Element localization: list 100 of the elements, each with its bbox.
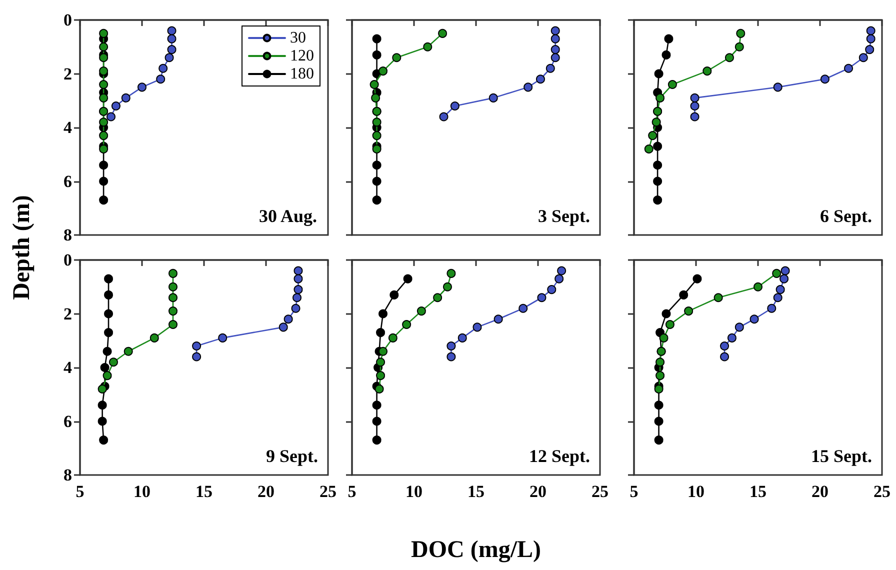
point bbox=[99, 53, 108, 62]
y-tick-label: 4 bbox=[64, 118, 72, 137]
point bbox=[218, 333, 228, 342]
point bbox=[167, 45, 176, 54]
point bbox=[102, 346, 112, 356]
x-tick-label: 20 bbox=[258, 482, 274, 501]
point bbox=[547, 285, 556, 294]
point bbox=[294, 285, 303, 294]
annotation: 15 Sept. bbox=[810, 446, 872, 466]
point bbox=[724, 53, 734, 62]
point bbox=[124, 346, 133, 356]
point bbox=[372, 176, 382, 186]
point bbox=[433, 293, 442, 302]
point bbox=[656, 371, 665, 380]
y-tick-label: 0 bbox=[64, 250, 72, 270]
point bbox=[653, 196, 662, 205]
point bbox=[767, 304, 776, 313]
point bbox=[654, 400, 664, 410]
point bbox=[679, 290, 688, 300]
point bbox=[518, 304, 528, 313]
point bbox=[108, 358, 118, 367]
point bbox=[654, 384, 664, 394]
point bbox=[164, 53, 174, 62]
point bbox=[780, 266, 790, 276]
point bbox=[720, 342, 730, 350]
annotation: 3 Sept. bbox=[538, 206, 590, 226]
point bbox=[656, 93, 665, 102]
x-tick-label: 20 bbox=[812, 482, 828, 501]
x-tick-label: 5 bbox=[76, 482, 84, 501]
point bbox=[557, 266, 566, 276]
point bbox=[654, 436, 664, 445]
point bbox=[390, 290, 399, 300]
legend-label: 120 bbox=[290, 48, 314, 64]
point bbox=[167, 34, 176, 44]
point bbox=[659, 333, 668, 342]
point bbox=[653, 142, 662, 151]
point bbox=[192, 342, 202, 350]
point bbox=[734, 42, 744, 52]
point bbox=[378, 346, 388, 356]
point bbox=[439, 112, 448, 122]
point bbox=[168, 282, 178, 292]
point bbox=[99, 118, 108, 127]
point bbox=[106, 112, 116, 122]
point bbox=[736, 28, 746, 38]
point bbox=[442, 282, 452, 292]
point bbox=[292, 293, 302, 302]
point bbox=[446, 352, 456, 362]
annotation: 30 Aug. bbox=[258, 206, 318, 226]
point bbox=[372, 144, 382, 154]
point bbox=[104, 290, 114, 300]
point bbox=[99, 176, 108, 186]
point bbox=[378, 309, 388, 318]
point bbox=[392, 53, 402, 62]
point bbox=[402, 320, 412, 329]
point bbox=[662, 50, 671, 60]
point bbox=[168, 306, 178, 316]
x-tick-label: 25 bbox=[874, 482, 890, 501]
point bbox=[656, 358, 665, 367]
point bbox=[372, 34, 382, 44]
x-tick-label: 5 bbox=[630, 482, 638, 501]
y-tick-label: 2 bbox=[64, 304, 72, 324]
point bbox=[370, 80, 379, 89]
y-tick-label: 4 bbox=[64, 358, 72, 377]
annotation: 9 Sept. bbox=[266, 446, 318, 466]
y-tick-label: 8 bbox=[64, 226, 72, 244]
point bbox=[372, 436, 382, 445]
point bbox=[866, 26, 876, 36]
point bbox=[865, 45, 874, 54]
y-tick-label: 8 bbox=[64, 466, 72, 484]
point bbox=[662, 309, 671, 318]
point bbox=[648, 131, 658, 140]
point bbox=[750, 314, 759, 324]
point bbox=[291, 304, 300, 313]
point bbox=[99, 28, 108, 38]
point bbox=[652, 118, 661, 127]
point bbox=[98, 416, 107, 426]
y-tick-label: 6 bbox=[64, 172, 72, 191]
point bbox=[494, 314, 503, 324]
annotation: 12 Sept. bbox=[528, 446, 590, 466]
point bbox=[416, 306, 426, 316]
point bbox=[458, 333, 467, 342]
point bbox=[99, 160, 108, 170]
point bbox=[734, 322, 744, 332]
point bbox=[158, 64, 168, 73]
point bbox=[692, 274, 702, 284]
point bbox=[488, 93, 498, 102]
point bbox=[372, 131, 382, 140]
point bbox=[376, 371, 386, 380]
point bbox=[121, 93, 130, 102]
y-tick-label: 2 bbox=[64, 64, 72, 84]
point bbox=[820, 74, 830, 84]
point bbox=[690, 93, 700, 102]
point bbox=[372, 118, 382, 127]
point bbox=[99, 80, 108, 89]
point bbox=[653, 160, 662, 170]
point bbox=[388, 333, 398, 342]
point bbox=[168, 320, 178, 329]
point bbox=[550, 53, 560, 62]
point bbox=[702, 66, 712, 76]
y-axis-title: Depth (m) bbox=[8, 195, 36, 300]
